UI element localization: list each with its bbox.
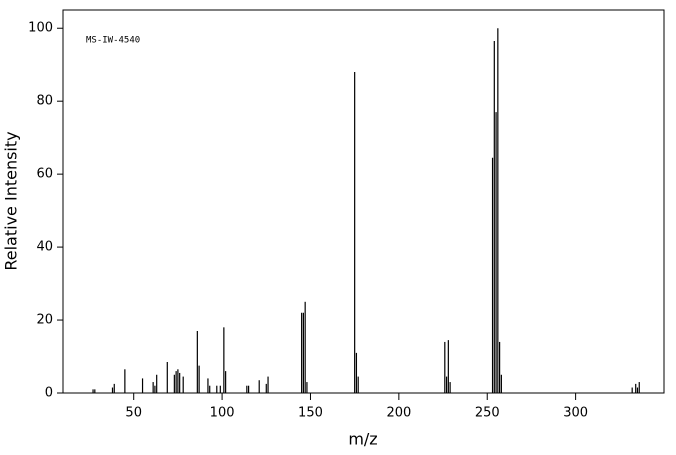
- x-axis-title: m/z: [348, 430, 377, 449]
- x-tick-label: 300: [563, 406, 588, 421]
- plot-frame: [62, 9, 665, 394]
- y-tick-label: 40: [36, 240, 53, 255]
- annotation: MS-IW-4540: [86, 36, 140, 46]
- y-axis-title: Relative Intensity: [2, 131, 21, 270]
- x-tick-label: 100: [210, 406, 235, 421]
- x-tick-label: 200: [386, 406, 411, 421]
- x-tick-label: 50: [125, 406, 142, 421]
- y-tick-label: 80: [36, 94, 53, 109]
- x-tick-label: 150: [298, 406, 323, 421]
- y-tick-label: 20: [36, 313, 53, 328]
- y-tick-label: 0: [45, 386, 53, 401]
- y-tick-label: 100: [28, 21, 53, 36]
- y-tick-label: 60: [36, 167, 53, 182]
- x-tick-label: 250: [475, 406, 500, 421]
